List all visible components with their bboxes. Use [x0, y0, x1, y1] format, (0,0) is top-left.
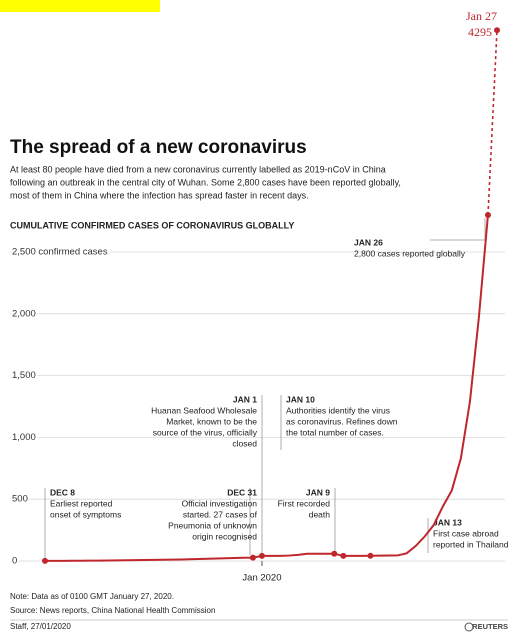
- marker: [484, 211, 491, 218]
- end-value-label: 4295: [468, 25, 492, 39]
- marker: [258, 552, 265, 559]
- note: Note: Data as of 0100 GMT January 27, 20…: [10, 592, 174, 601]
- annotation-text: 2,800 cases reported globally: [354, 248, 466, 258]
- annotation-leader: [430, 218, 486, 241]
- highlight: [0, 0, 160, 12]
- annotation-text: closed: [232, 438, 257, 448]
- annotation-date: JAN 26: [354, 237, 383, 247]
- marker: [249, 554, 256, 561]
- annotation-text: First recorded: [278, 498, 331, 508]
- annotation-text: Pneumonia of unknown: [168, 520, 257, 530]
- annotation-date: JAN 9: [306, 487, 330, 497]
- annotation-date: JAN 10: [286, 394, 315, 404]
- marker: [331, 550, 338, 557]
- annotation-date: DEC 31: [227, 487, 257, 497]
- credit: Staff, 27/01/2020: [10, 622, 71, 631]
- y-tick-label: 1,000: [12, 432, 36, 443]
- annotation-date: DEC 8: [50, 487, 75, 497]
- series-line-dashed: [487, 30, 498, 215]
- annotation-text: started. 27 cases of: [183, 509, 258, 519]
- y-tick-label: 2,000: [12, 308, 36, 319]
- marker: [494, 27, 500, 34]
- annotation-text: the total number of cases.: [286, 427, 384, 437]
- annotation-text: Huanan Seafood Wholesale: [151, 405, 257, 415]
- annotation-text: death: [309, 509, 331, 519]
- annotation-text: Official investigation: [182, 498, 258, 508]
- annotation-text: source of the virus, officially: [153, 427, 258, 437]
- annotation-date: JAN 1: [233, 394, 257, 404]
- marker: [340, 552, 347, 559]
- marker: [367, 552, 374, 559]
- subtitle: most of them in China where the infectio…: [10, 190, 309, 200]
- y-tick-label: 1,500: [12, 370, 36, 381]
- annotation-text: Market, known to be the: [166, 416, 257, 426]
- marker: [42, 557, 48, 564]
- source: Source: News reports, China National Hea…: [10, 606, 215, 615]
- chart-title: CUMULATIVE CONFIRMED CASES OF CORONAVIRU…: [10, 220, 294, 230]
- annotation-text: reported in Thailand: [433, 539, 509, 549]
- end-label: Jan 27: [466, 9, 497, 23]
- annotation-text: First case abroad: [433, 528, 499, 538]
- subtitle: following an outbreak in the central cit…: [10, 177, 401, 187]
- annotation-text: Earliest reported: [50, 498, 113, 508]
- logo-icon: [464, 622, 474, 632]
- annotation-text: as coronavirus. Refines down: [286, 416, 398, 426]
- title: The spread of a new coronavirus: [10, 137, 307, 158]
- subtitle: At least 80 people have died from a new …: [10, 164, 386, 174]
- logo: REUTERS: [472, 622, 508, 631]
- annotation-date: JAN 13: [433, 517, 462, 527]
- series-line: [45, 214, 489, 562]
- annotation-text: Authorities identify the virus: [286, 405, 390, 415]
- y-tick-label: 0: [12, 556, 17, 567]
- annotation-text: onset of symptoms: [50, 509, 121, 519]
- annotation-text: origin recognised: [192, 531, 257, 541]
- x-tick-label: Jan 2020: [242, 573, 281, 584]
- y-tick-label: 500: [12, 494, 28, 505]
- y-tick-label: 2,500 confirmed cases: [12, 247, 108, 258]
